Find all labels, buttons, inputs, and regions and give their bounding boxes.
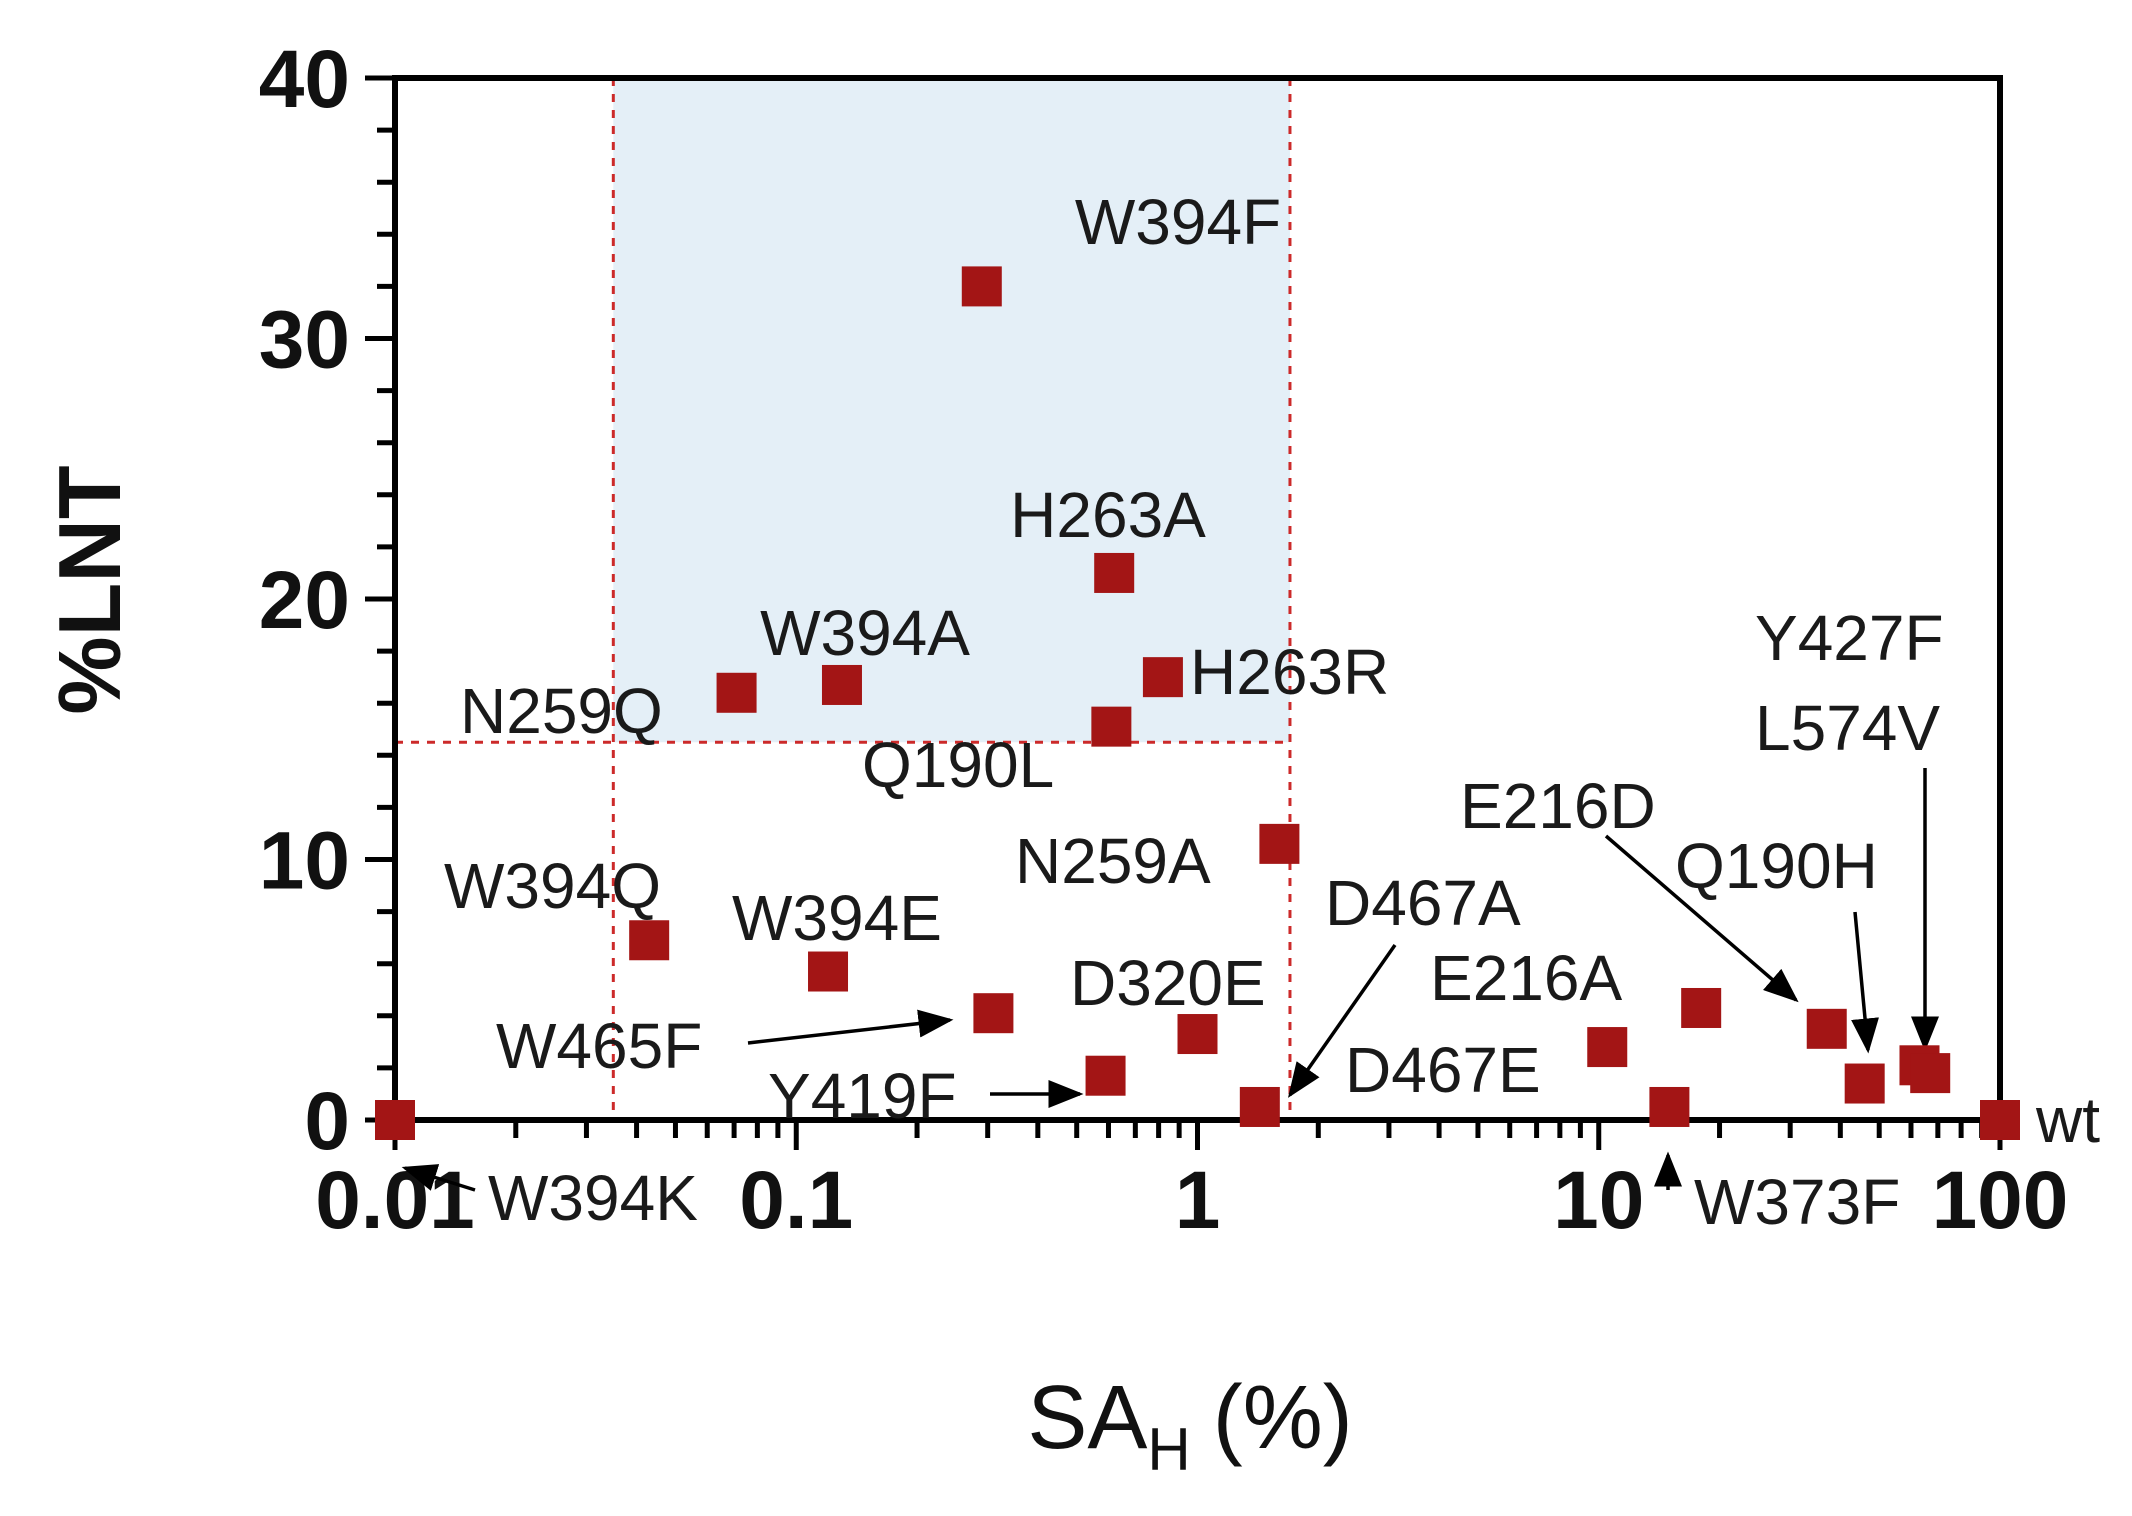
point-label-w394k: W394K [488, 1162, 698, 1234]
y-tick-label: 10 [259, 816, 350, 907]
annotation-arrows [401, 768, 1939, 1192]
data-point-w394q [629, 920, 670, 961]
x-tick-label: 0.1 [739, 1155, 853, 1246]
data-point-d320e [1177, 1014, 1218, 1055]
annotation-arrow-w394k [401, 1164, 476, 1192]
point-label-h263a: H263A [1010, 479, 1206, 551]
x-axis-title: SAH (%) [1027, 1368, 1352, 1483]
annotation-arrow-q190h [1851, 911, 1879, 1054]
data-point-y419f [1085, 1055, 1126, 1096]
point-label-q190l: Q190L [862, 729, 1054, 801]
point-label-w394q: W394Q [444, 850, 661, 922]
data-point-d467e [1681, 987, 1722, 1028]
point-label-h263r: H263R [1190, 636, 1389, 708]
point-label-y419f: Y419F [768, 1060, 957, 1132]
point-label-n259q: N259Q [460, 675, 663, 747]
x-axis-title-main: SA [1027, 1368, 1147, 1468]
data-point-e216d [1806, 1008, 1847, 1049]
y-tick-label: 0 [304, 1076, 350, 1167]
data-point-d467a [1239, 1086, 1280, 1127]
data-point-wt [1980, 1100, 2020, 1140]
y-axis-ticks: 0 10 20 30 40 [259, 34, 395, 1167]
point-label-w394a: W394A [760, 597, 970, 669]
point-label-w373f: W373F [1694, 1166, 1900, 1238]
data-point-w394k [375, 1100, 415, 1140]
data-point-n259q [716, 672, 757, 713]
point-label-w394e: W394E [732, 882, 942, 954]
y-axis-title: %LNT [40, 465, 139, 714]
point-label-y427f: Y427F [1755, 602, 1944, 674]
point-label-n259a: N259A [1015, 825, 1211, 897]
data-points [375, 266, 2020, 1140]
point-label-e216d: E216D [1460, 770, 1656, 842]
x-axis-title-subscript: H [1147, 1416, 1190, 1483]
data-point-w394a [821, 664, 862, 705]
point-label-d467a: D467A [1325, 867, 1521, 939]
point-label-l574v: L574V [1755, 692, 1940, 764]
y-tick-label: 40 [259, 34, 350, 125]
data-point-w394e [808, 951, 849, 992]
data-point-q190l [1091, 706, 1132, 747]
x-tick-label: 10 [1553, 1155, 1644, 1246]
y-tick-label: 20 [259, 555, 350, 646]
data-point-n259a [1259, 823, 1300, 864]
x-axis-ticks: 0.01 0.1 1 10 100 [315, 1120, 2068, 1246]
point-labels: W394F H263A W394A N259Q H263R Q190L N259A W394Q… [444, 186, 2100, 1238]
x-axis-title-unit: (%) [1213, 1368, 1353, 1468]
point-label-wt: wt [2035, 1084, 2100, 1156]
data-point-w394f [961, 266, 1002, 307]
highlight-region [613, 78, 1290, 743]
data-point-q190h [1844, 1063, 1885, 1104]
point-label-w394f: W394F [1075, 186, 1281, 258]
data-point-l574v [1910, 1053, 1951, 1094]
data-point-h263r [1142, 657, 1183, 698]
x-tick-label: 100 [1932, 1155, 2069, 1246]
annotation-arrow-d467a [1287, 943, 1397, 1098]
point-label-w465f: W465F [496, 1010, 702, 1082]
data-point-w465f [973, 993, 1014, 1034]
data-point-w373f [1649, 1086, 1690, 1127]
point-label-q190h: Q190H [1675, 830, 1878, 902]
annotation-arrow-e216d [1604, 834, 1799, 1003]
annotation-arrow-w465f [747, 1009, 954, 1045]
data-point-h263a [1094, 552, 1135, 593]
point-label-d320e: D320E [1070, 947, 1266, 1019]
data-point-e216a [1587, 1027, 1628, 1068]
x-tick-label: 1 [1175, 1155, 1221, 1246]
point-label-d467e: D467E [1345, 1034, 1541, 1106]
y-tick-label: 30 [259, 295, 350, 386]
x-tick-label: 0.01 [315, 1155, 475, 1246]
threshold-lines [395, 78, 1292, 1120]
point-label-e216a: E216A [1430, 942, 1622, 1014]
